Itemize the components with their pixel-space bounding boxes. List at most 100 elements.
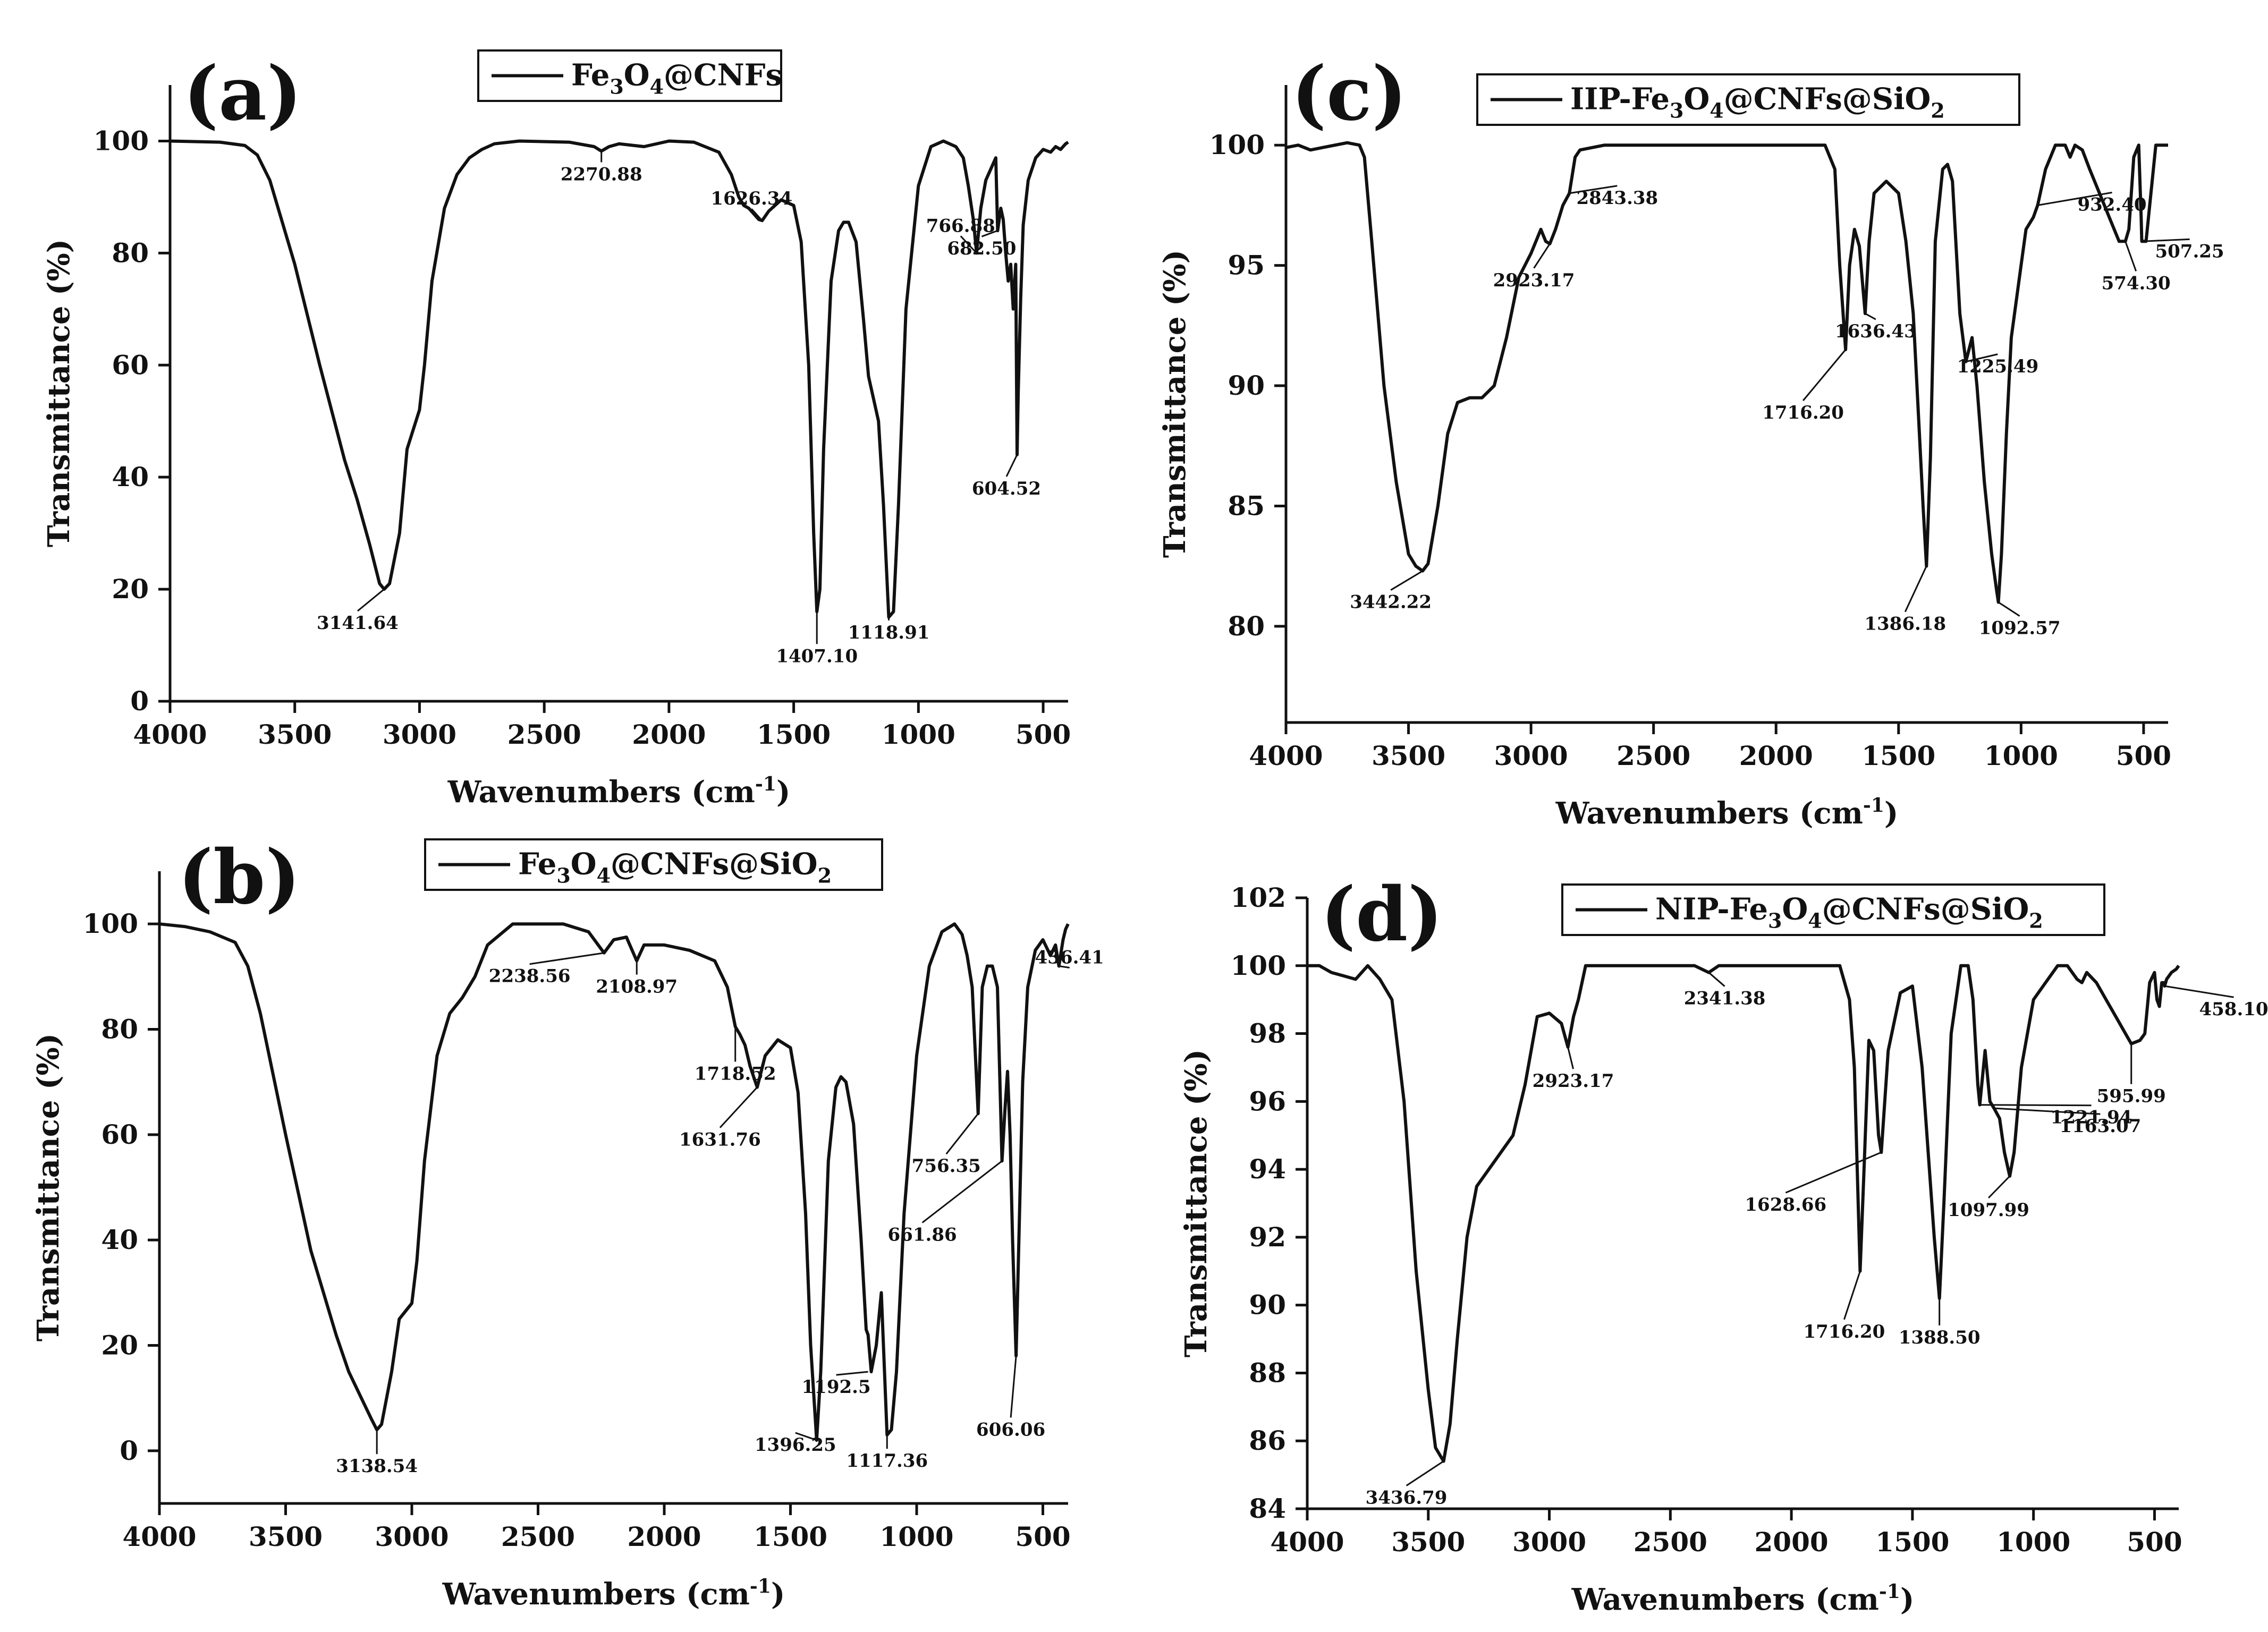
peak-leader: [1785, 1151, 1882, 1194]
peak-label: 574.30: [2102, 273, 2171, 294]
x-axis-title-text: Wavenumbers (cm: [442, 1577, 750, 1612]
legend-label-b: Fe3O4@CNFs@SiO2: [518, 847, 832, 888]
x-tick-label: 3500: [258, 719, 332, 750]
x-axis-title: Wavenumbers (cm-1): [1571, 1580, 1915, 1617]
peak-leader: [529, 952, 604, 965]
x-axis-title-text: Wavenumbers (cm: [1555, 796, 1863, 831]
peak-leader: [1390, 570, 1423, 591]
peak-leader: [1406, 1460, 1444, 1486]
y-tick-label: 100: [94, 125, 149, 156]
x-tick-label: 4000: [1249, 740, 1323, 771]
x-tick-label: 2500: [1634, 1526, 1707, 1558]
y-axis-title: Transmittance (%): [41, 239, 77, 547]
peak-leader: [1843, 1271, 1861, 1320]
peak-label: 2843.38: [1576, 188, 1658, 209]
x-tick-label: 2500: [501, 1521, 575, 1552]
x-axis-title-close: ): [776, 775, 791, 810]
x-axis-title-text: Wavenumbers (cm: [447, 775, 755, 810]
peak-label: 1386.18: [1864, 614, 1946, 635]
x-tick-label: 2000: [627, 1521, 701, 1552]
peak-leader: [795, 1432, 817, 1441]
x-tick-label: 1000: [882, 719, 955, 750]
x-tick-label: 3000: [375, 1521, 448, 1552]
peak-leader: [1987, 1175, 2011, 1198]
y-tick-label: 94: [1249, 1153, 1286, 1185]
peak-leader: [751, 208, 763, 222]
spectrum-line-d: [1307, 964, 2180, 1463]
y-tick-label: 98: [1249, 1018, 1286, 1049]
y-tick-label: 100: [1231, 950, 1286, 981]
x-axis-title-text: Wavenumbers (cm: [1571, 1582, 1879, 1617]
peak-label: 595.99: [2097, 1086, 2166, 1107]
y-tick-label: 60: [112, 349, 149, 380]
peak-label: 1225.49: [1957, 356, 2038, 377]
x-tick-label: 3500: [1391, 1526, 1465, 1558]
y-tick-label: 88: [1249, 1357, 1286, 1388]
y-axis-title: Transmittance (%): [1157, 250, 1192, 558]
spectrum-line-a: [170, 139, 1069, 619]
peak-leader: [1904, 566, 1927, 613]
x-axis-title-close: ): [771, 1577, 785, 1612]
peak-label: 1097.99: [1948, 1200, 2029, 1221]
x-axis-title: Wavenumbers (cm-1): [447, 773, 791, 810]
x-axis-title: Wavenumbers (cm-1): [1555, 794, 1899, 831]
x-tick-label: 2500: [507, 719, 581, 750]
peak-label: 2108.97: [596, 976, 678, 998]
legend-box-d: [1561, 883, 2105, 936]
x-tick-label: 2000: [1755, 1526, 1829, 1558]
x-tick-label: 1500: [1875, 1526, 1949, 1558]
peak-label: 1163.07: [2059, 1116, 2141, 1137]
peak-label: 2270.88: [561, 164, 642, 185]
x-axis-title-sup: -1: [1863, 794, 1884, 817]
peak-leader: [921, 1160, 1003, 1223]
panel-b: 4000 3500 3000 2500 2000 1500 1000 500 0 20 40 60 80…: [31, 834, 1104, 1612]
x-tick-label: 1000: [1984, 740, 2058, 771]
y-tick-label: 60: [101, 1119, 138, 1150]
legend-label-a: Fe3O4@CNFs: [571, 58, 782, 99]
peak-label: 1192.5: [802, 1376, 871, 1398]
peak-label: 1092.57: [1979, 618, 2061, 639]
y-tick-label: 95: [1228, 250, 1265, 281]
peak-label: 756.35: [912, 1155, 981, 1177]
x-axis-title: Wavenumbers (cm-1): [442, 1575, 785, 1612]
peak-label: 606.06: [976, 1419, 1045, 1440]
x-tick-label: 500: [2116, 740, 2171, 771]
peak-label: 3436.79: [1366, 1488, 1448, 1509]
spectrum-line-c: [1285, 141, 2168, 604]
peak-leader: [1567, 1047, 1575, 1069]
y-tick-label: 86: [1249, 1425, 1286, 1456]
peak-label: 1718.52: [695, 1064, 776, 1085]
peak-label: 1716.20: [1762, 402, 1844, 423]
y-tick-label: 102: [1231, 882, 1286, 913]
peak-label: 661.86: [888, 1224, 957, 1245]
y-tick-label: 0: [120, 1435, 138, 1466]
peak-label: 2341.38: [1684, 988, 1766, 1009]
peak-label: 3138.54: [336, 1456, 418, 1477]
peak-leader: [836, 1371, 868, 1376]
y-tick-label: 92: [1249, 1221, 1286, 1253]
peak-leader: [1865, 312, 1876, 320]
x-tick-label: 3500: [249, 1521, 323, 1552]
peak-leader: [1966, 353, 1998, 363]
y-axis-title: Transmittance (%): [31, 1033, 66, 1341]
x-tick-label: 3000: [1494, 740, 1568, 771]
panel-label-c: (c): [1291, 50, 1407, 138]
peak-label: 604.52: [972, 478, 1041, 499]
peak-leader: [719, 1086, 758, 1128]
legend-label-c: IIP-Fe3O4@CNFs@SiO2: [1570, 82, 1945, 123]
x-tick-label: 1500: [757, 719, 831, 750]
peak-leader: [1059, 965, 1070, 968]
panel-a: 4000 3500 3000 2500 2000 1500 1000 500 0 20 40 60 80…: [41, 49, 1071, 810]
x-axis-title-sup: -1: [755, 773, 776, 795]
y-tick-label: 80: [1228, 610, 1265, 642]
peak-label: 1636.43: [1835, 321, 1917, 342]
y-axis-title: Transmittance (%): [1179, 1049, 1214, 1357]
peak-label: 1407.10: [776, 645, 858, 667]
peak-leader: [1979, 1104, 2092, 1107]
peak-leader: [1994, 1107, 2101, 1115]
y-tick-label: 40: [101, 1224, 138, 1255]
peak-leader: [945, 1113, 979, 1155]
x-tick-label: 500: [2127, 1526, 2182, 1558]
x-tick-label: 3000: [1512, 1526, 1586, 1558]
